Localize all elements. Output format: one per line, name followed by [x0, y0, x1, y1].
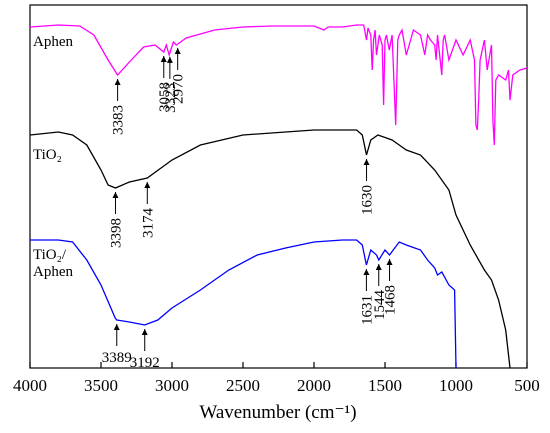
x-tick-label: 500 — [514, 376, 540, 395]
x-tick-label: 1000 — [439, 376, 473, 395]
x-tick-label: 4000 — [13, 376, 47, 395]
annotation-arrowhead — [113, 324, 120, 330]
annotation-label: 3323 — [163, 83, 179, 113]
annotation-label: 1631 — [359, 295, 375, 325]
x-tick-label: 3500 — [84, 376, 118, 395]
annotation-arrowhead — [386, 259, 393, 265]
plot-frame — [29, 4, 528, 369]
annotation-label: 2970 — [171, 74, 187, 104]
annotation-arrowhead — [141, 329, 148, 335]
series-label: TiO₂ — [33, 147, 62, 163]
x-tick-label: 1500 — [368, 376, 402, 395]
series-label: TiO₂/ Aphen — [33, 247, 73, 280]
annotation-arrowhead — [174, 48, 181, 54]
annotation-arrowhead — [363, 159, 370, 165]
annotation-label: 3058 — [157, 82, 173, 112]
annotation-arrowhead — [114, 79, 121, 85]
x-tick-label: 3000 — [155, 376, 189, 395]
spectrum-line — [29, 24, 528, 146]
annotation-label: 1544 — [372, 290, 388, 321]
x-tick-label: 2000 — [297, 376, 331, 395]
annotation-label: 3389 — [102, 350, 132, 366]
annotation-arrowhead — [144, 182, 151, 188]
spectrum-line — [29, 129, 511, 369]
x-tick-label: 2500 — [226, 376, 260, 395]
x-axis-label: Wavenumber (cm⁻¹) — [199, 402, 356, 423]
annotation-label: 3383 — [111, 105, 127, 135]
annotation-label: 1468 — [383, 285, 399, 315]
annotation-label: 3174 — [140, 208, 156, 239]
annotation-arrowhead — [112, 192, 119, 198]
annotation-label: 3398 — [108, 218, 124, 248]
annotation-arrowhead — [160, 56, 167, 62]
annotation-arrowhead — [375, 264, 382, 270]
series-label: Aphen — [33, 34, 73, 50]
annotation-arrowhead — [363, 269, 370, 275]
annotation-arrowhead — [166, 56, 173, 63]
spectrum-line — [30, 239, 457, 369]
annotation-label: 1630 — [360, 185, 376, 215]
annotation-label: 3192 — [130, 355, 160, 371]
